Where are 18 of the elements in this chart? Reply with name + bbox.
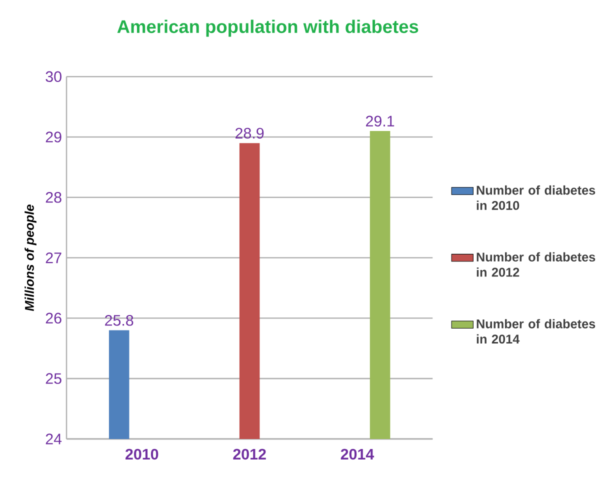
x-tick-label: 2012 bbox=[233, 448, 266, 460]
legend-label: Number of diabetes in 2014 bbox=[476, 319, 596, 344]
legend-label: Number of diabetes in 2010 bbox=[476, 186, 596, 210]
legend-label: Number of diabetes in 2012 bbox=[476, 252, 596, 277]
y-tick-label: 29 bbox=[46, 132, 62, 142]
y-tick-label: 25 bbox=[46, 373, 62, 384]
x-tick-label: 2010 bbox=[126, 448, 158, 460]
data-label: 28.9 bbox=[236, 128, 264, 139]
y-tick-label: 24 bbox=[46, 434, 62, 444]
y-tick-label: 28 bbox=[46, 192, 62, 203]
y-axis-title: Millions of people bbox=[24, 204, 36, 312]
y-tick-label: 30 bbox=[46, 71, 62, 82]
data-label: 29.1 bbox=[366, 116, 394, 127]
x-tick-label: 2014 bbox=[340, 448, 374, 460]
y-tick-label: 27 bbox=[46, 252, 62, 264]
y-tick-label: 26 bbox=[46, 312, 62, 324]
data-label: 25.8 bbox=[105, 315, 134, 326]
chart-title: American population with diabetes bbox=[117, 20, 418, 37]
